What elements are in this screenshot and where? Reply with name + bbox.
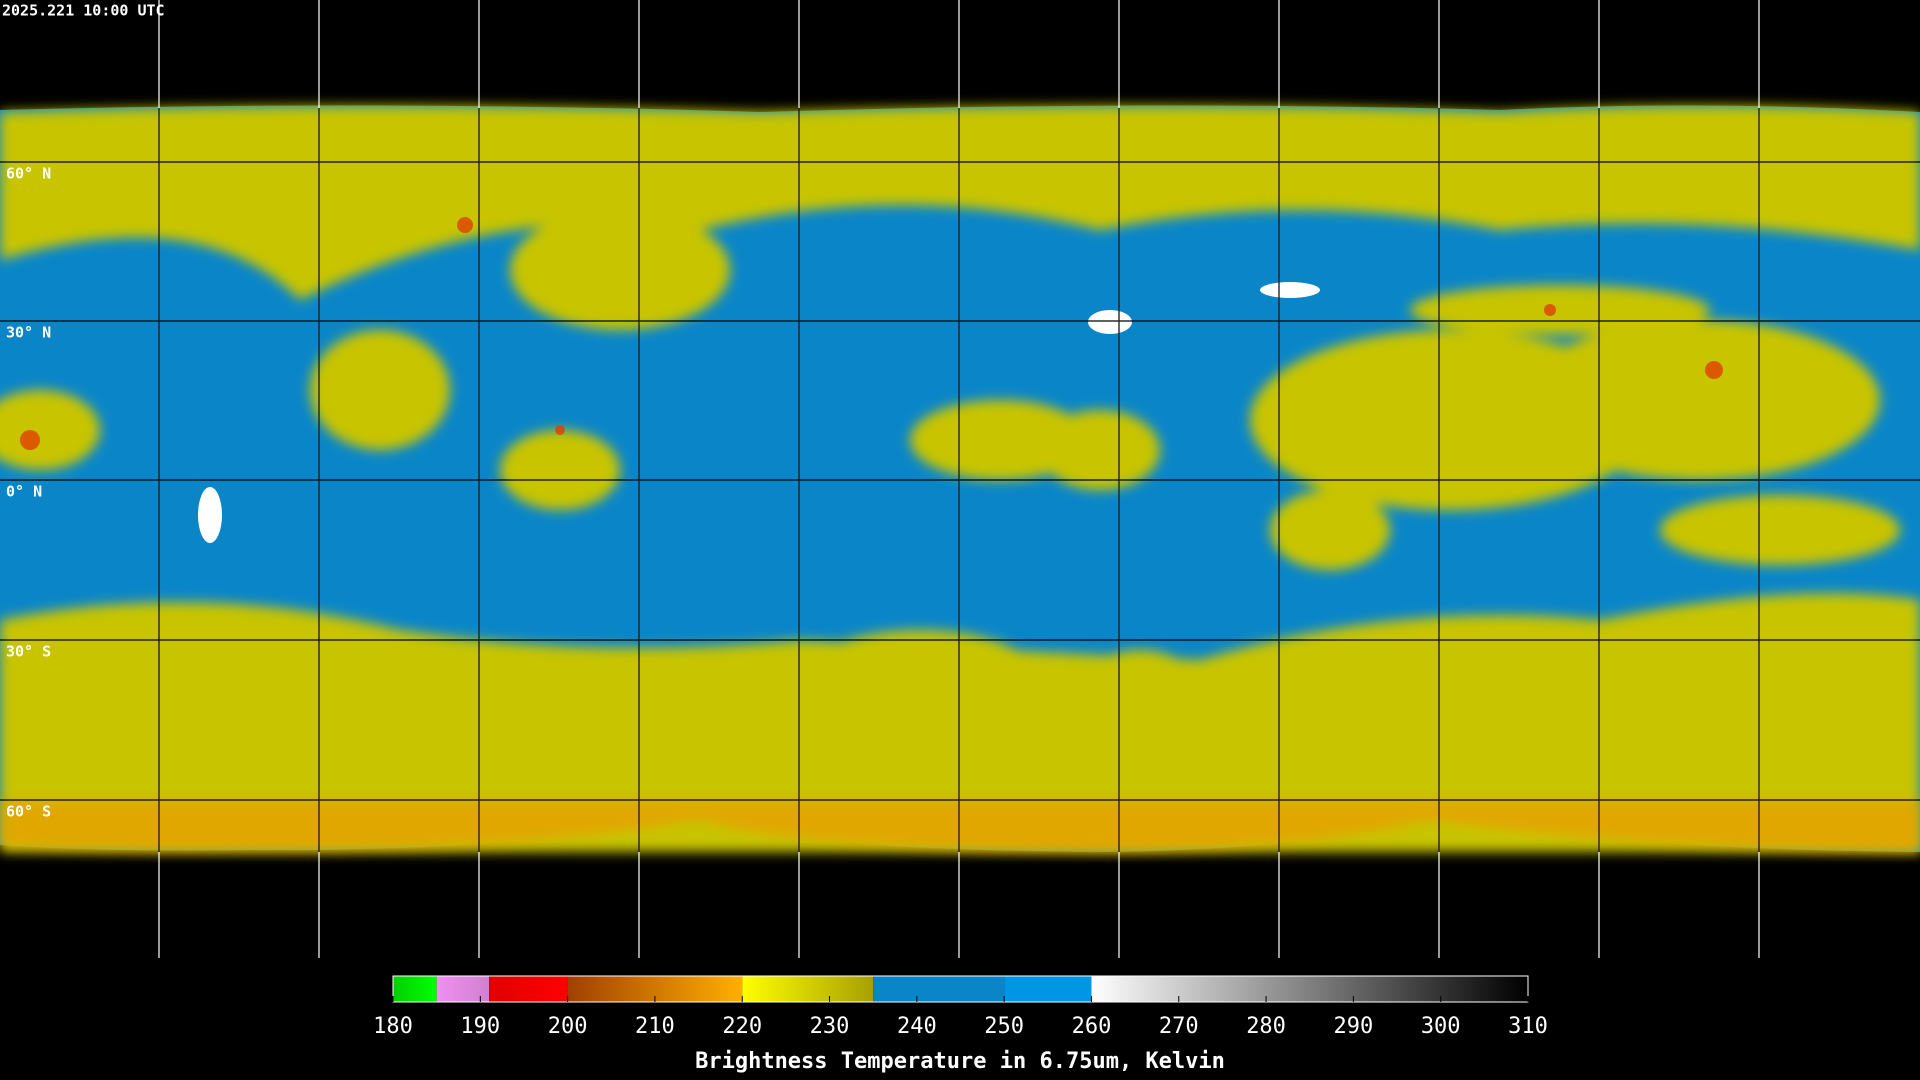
colorbar-segment — [1091, 976, 1528, 1002]
colorbar-segment — [436, 976, 490, 1002]
timestamp: 2025.221 10:00 UTC — [2, 2, 165, 20]
colorbar-tick-label: 240 — [897, 1014, 937, 1039]
lat-label: 30° N — [6, 324, 51, 342]
colorbar-frame — [392, 975, 1529, 1003]
moist-bands — [0, 106, 1920, 852]
colorbar-tick-label: 220 — [722, 1014, 762, 1039]
colorbar-tick-label: 260 — [1072, 1014, 1112, 1039]
colorbar-tick-label: 290 — [1334, 1014, 1374, 1039]
lat-label: 60° N — [6, 165, 51, 183]
colorbar-tick-label: 270 — [1159, 1014, 1199, 1039]
colorbar-tick-label: 200 — [548, 1014, 588, 1039]
water-vapor-imagery — [0, 105, 1920, 853]
lat-labels: 60° N 30° N 0° N 30° S 60° S — [6, 165, 51, 821]
lat-label: 0° N — [6, 483, 42, 501]
colorbar: 180 190 200 210 220 230 240 250 260 270 280 290 300 3… — [373, 975, 1548, 1039]
colorbar-tick-label: 250 — [984, 1014, 1024, 1039]
colorbar-segment — [1004, 976, 1092, 1002]
colorbar-tick-label: 300 — [1421, 1014, 1461, 1039]
lat-label: 60° S — [6, 803, 51, 821]
colorbar-segment — [393, 976, 437, 1002]
colorbar-segment — [742, 976, 874, 1002]
colorbar-segment — [489, 976, 568, 1002]
deep-convection — [20, 217, 1723, 450]
colorbar-tick-label: 190 — [460, 1014, 500, 1039]
dry-spots — [198, 282, 1320, 543]
colorbar-tick-label: 310 — [1508, 1014, 1548, 1039]
graticule — [158, 0, 1760, 958]
colorbar-tick-label: 210 — [635, 1014, 675, 1039]
colorbar-tick-label: 180 — [373, 1014, 413, 1039]
lat-label: 30° S — [6, 643, 51, 661]
colorbar-tick-label: 230 — [810, 1014, 850, 1039]
colorbar-title: Brightness Temperature in 6.75um, Kelvin — [695, 1049, 1225, 1074]
polar-dry-band — [0, 800, 1920, 852]
colorbar-tick-label: 280 — [1246, 1014, 1286, 1039]
colorbar-segment — [873, 976, 1005, 1002]
